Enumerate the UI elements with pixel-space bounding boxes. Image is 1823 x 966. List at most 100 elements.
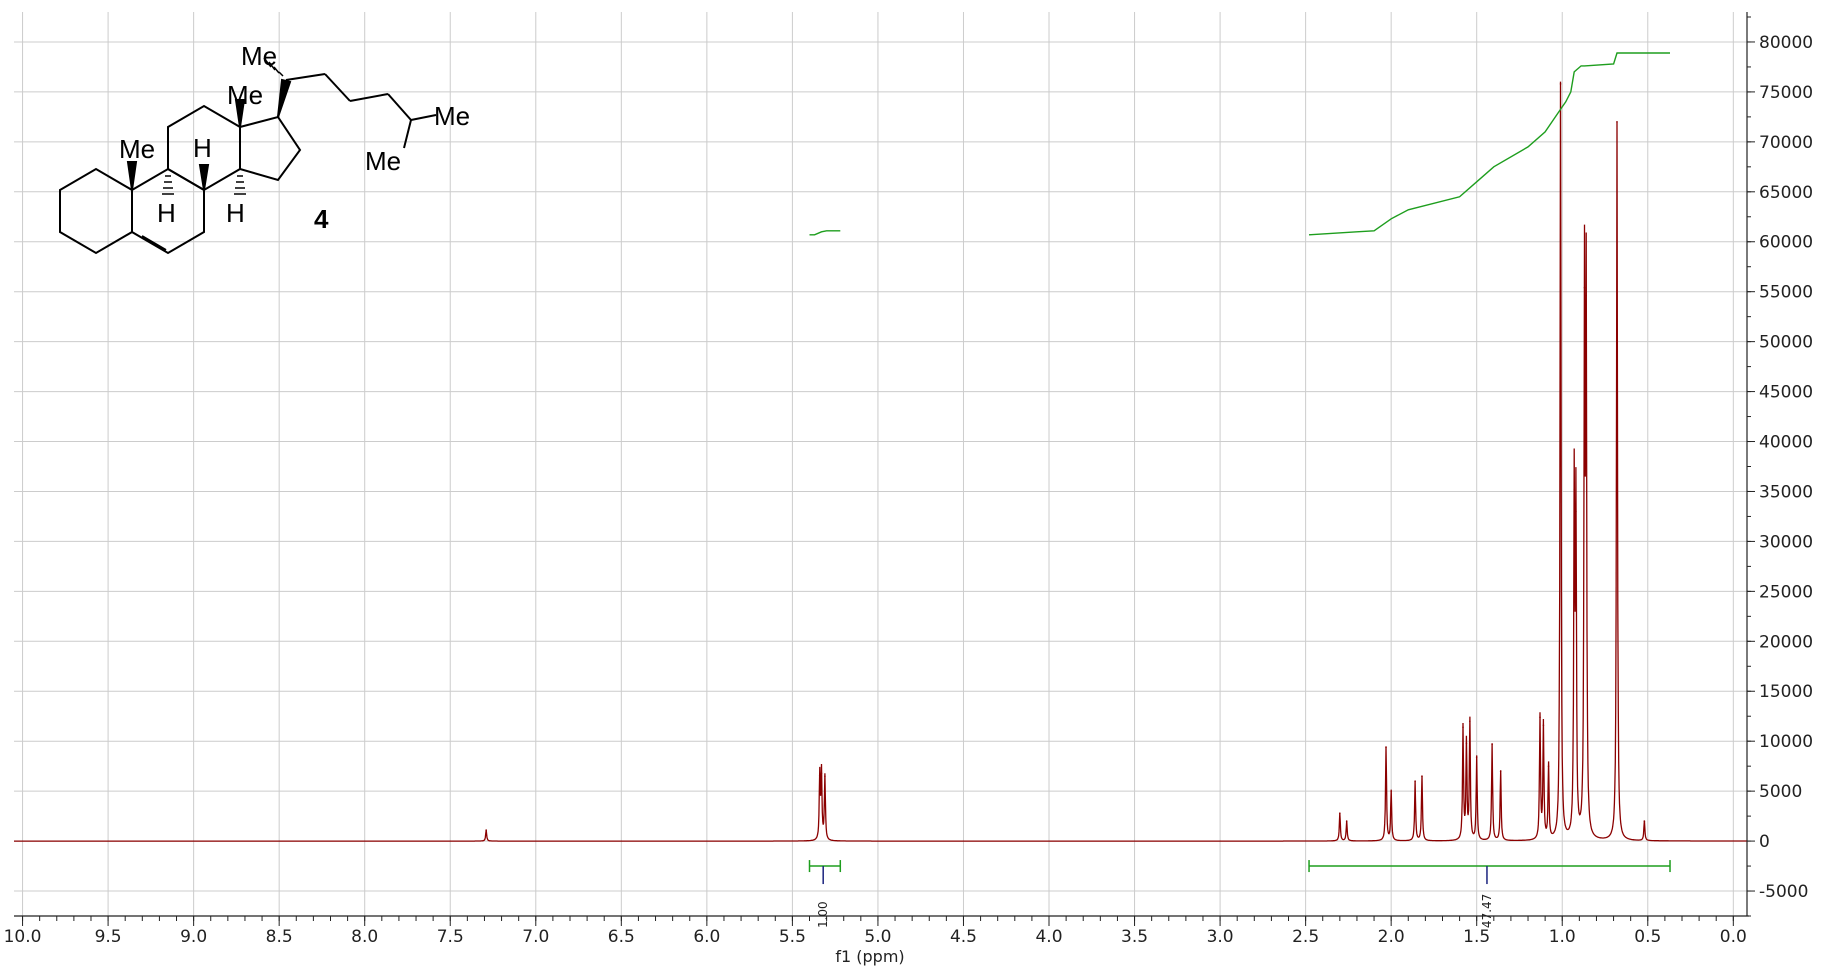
x-axis: 10.0 9.5 9.0 8.5 8.0 7.5 7.0 6.5 6.0 5.5 5.0 4.5 4.0… xyxy=(4,915,1749,947)
x-tick-label: 1.0 xyxy=(1549,927,1576,947)
x-tick-label: 1.5 xyxy=(1463,927,1490,947)
y-tick-label: 20000 xyxy=(1759,632,1813,652)
molecule-labels: Me Me Me H H H Me Me 4 xyxy=(119,41,470,234)
x-tick-label: 4.5 xyxy=(950,927,977,947)
traces xyxy=(14,52,1747,842)
spectrum-trace xyxy=(14,81,1747,842)
peak-point xyxy=(1414,780,1416,782)
x-tick-label: 6.5 xyxy=(608,927,635,947)
x-tick-label: 2.0 xyxy=(1378,927,1405,947)
y-tick-label: 55000 xyxy=(1759,283,1813,303)
integral-regions: 1.00 47.47 xyxy=(808,860,1671,928)
ring-a xyxy=(59,167,133,255)
peak-point xyxy=(1385,746,1387,748)
peak-point xyxy=(485,829,487,831)
y-tick-label: 40000 xyxy=(1759,433,1813,453)
peak-point xyxy=(1475,756,1478,758)
side-chain-bond xyxy=(349,93,389,102)
compound-number: 4 xyxy=(314,204,329,234)
x-tick-label: 7.5 xyxy=(437,927,464,947)
side-chain-bond xyxy=(403,119,412,149)
side-chain-bond xyxy=(324,73,351,102)
x-axis-title: f1 (ppm) xyxy=(835,947,904,966)
y-tick-label: 10000 xyxy=(1759,732,1813,752)
peak-point xyxy=(824,775,826,777)
integral-value-label: 1.00 xyxy=(816,901,830,928)
atom-label: Me xyxy=(241,41,277,71)
integral-curve xyxy=(1308,52,1670,236)
x-tick-label: 6.0 xyxy=(693,927,720,947)
peak-point xyxy=(1345,820,1348,822)
y-tick-label: 75000 xyxy=(1759,83,1813,103)
atom-label: H xyxy=(157,198,176,228)
y-tick-label: 50000 xyxy=(1759,333,1813,353)
x-tick-label: 9.0 xyxy=(180,927,207,947)
wedge-bond xyxy=(126,161,138,191)
peak-point xyxy=(1339,812,1341,814)
side-chain-bond xyxy=(285,73,326,81)
y-tick-label: 5000 xyxy=(1759,782,1802,802)
y-tick-label: 80000 xyxy=(1759,33,1813,53)
integral-curve xyxy=(809,230,841,236)
atom-label: H xyxy=(193,133,212,163)
peak-point xyxy=(1539,716,1541,719)
molecule-structure xyxy=(59,57,437,255)
y-tick-label: 35000 xyxy=(1759,482,1813,502)
peak-point xyxy=(1585,294,1587,297)
peak-point xyxy=(1616,121,1618,123)
y-tick-label: 60000 xyxy=(1759,233,1813,253)
integral-value-label: 47.47 xyxy=(1480,894,1494,928)
y-tick-label: 45000 xyxy=(1759,383,1813,403)
peak-point xyxy=(1469,720,1471,723)
x-tick-label: 3.5 xyxy=(1121,927,1148,947)
atom-label: Me xyxy=(227,80,263,110)
peak-point xyxy=(1559,83,1562,85)
peak-point xyxy=(820,772,823,774)
y-tick-label: 30000 xyxy=(1759,532,1813,552)
atom-label: Me xyxy=(434,101,470,131)
x-tick-label: 2.5 xyxy=(1292,927,1319,947)
side-chain-bond xyxy=(387,93,412,121)
hashed-bond xyxy=(162,175,174,195)
grid xyxy=(14,12,1747,916)
wedge-bond xyxy=(277,78,292,118)
x-tick-label: 5.0 xyxy=(864,927,891,947)
peak-point xyxy=(818,774,821,776)
ring-d xyxy=(239,115,302,182)
y-tick-label: 15000 xyxy=(1759,682,1813,702)
double-bond xyxy=(141,235,167,251)
atom-label: Me xyxy=(119,134,155,164)
y-tick-label: 70000 xyxy=(1759,133,1813,153)
peak-point xyxy=(1390,790,1392,792)
x-tick-label: 10.0 xyxy=(4,927,42,947)
x-tick-label: 7.0 xyxy=(522,927,549,947)
side-chain-bond xyxy=(410,114,437,121)
atom-label: H xyxy=(226,198,245,228)
x-tick-label: 4.0 xyxy=(1035,927,1062,947)
y-tick-label: -5000 xyxy=(1759,882,1808,902)
atom-label: Me xyxy=(365,146,401,176)
y-tick-label: 65000 xyxy=(1759,183,1813,203)
peak-point xyxy=(1465,742,1468,744)
peak-point xyxy=(1547,765,1550,767)
x-tick-label: 0.0 xyxy=(1720,927,1747,947)
x-tick-label: 9.5 xyxy=(95,927,122,947)
peak-point xyxy=(1421,775,1423,777)
peak-point xyxy=(1499,770,1502,772)
peak-point xyxy=(1542,724,1545,727)
wedge-bond xyxy=(198,164,210,191)
x-tick-label: 3.0 xyxy=(1207,927,1234,947)
hashed-bond xyxy=(234,175,246,195)
y-tick-label: 0 xyxy=(1759,832,1770,852)
x-tick-label: 8.5 xyxy=(266,927,293,947)
peak-point xyxy=(1491,743,1493,745)
peak-point xyxy=(1573,488,1576,491)
peak-point xyxy=(1643,820,1646,822)
y-axis: -5000 0 5000 10000 15000 20000 25000 30000 35000… xyxy=(1746,12,1813,917)
peak-point xyxy=(1575,510,1577,513)
x-tick-label: 8.0 xyxy=(351,927,378,947)
hashed-bond xyxy=(263,57,284,77)
x-tick-label: 0.5 xyxy=(1634,927,1661,947)
peak-point xyxy=(1462,726,1464,729)
